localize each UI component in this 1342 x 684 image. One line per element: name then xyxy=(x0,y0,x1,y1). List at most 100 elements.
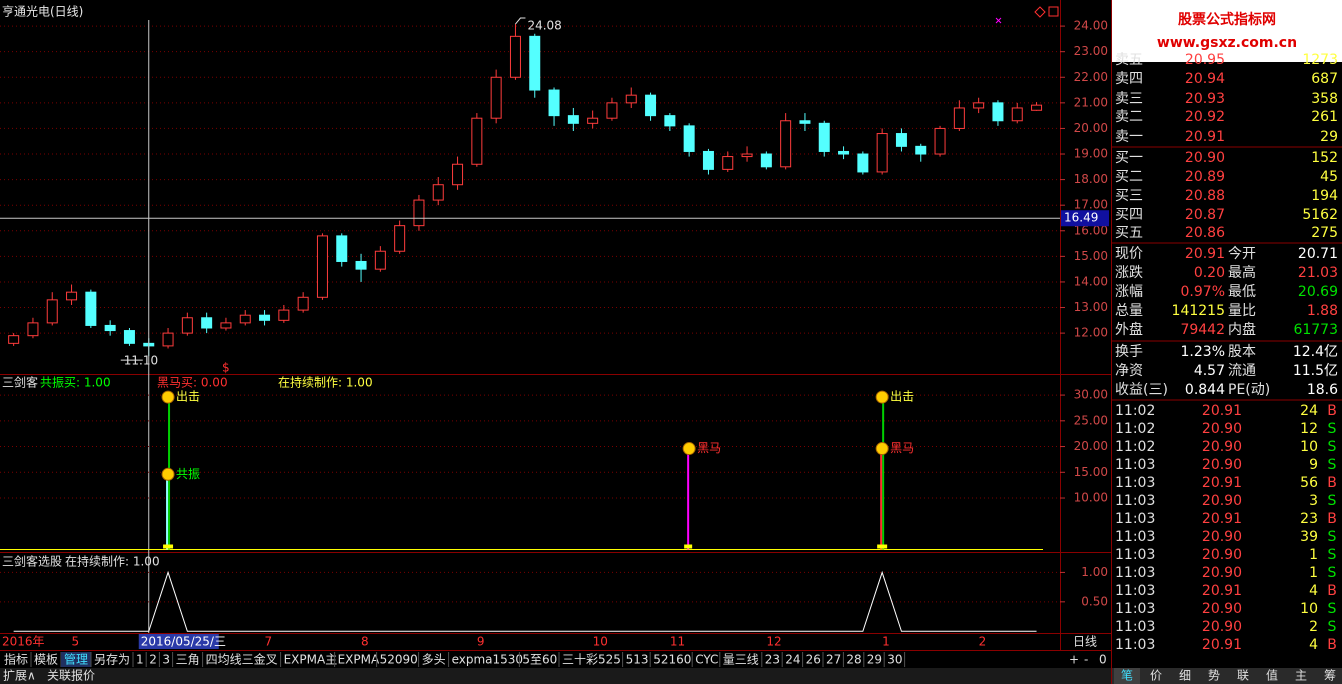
stat-label: 最低 xyxy=(1228,284,1256,300)
trade-price: 20.90 xyxy=(1202,601,1242,617)
book-volume: 152 xyxy=(1311,150,1338,166)
toolbar-item[interactable]: 52160 xyxy=(653,653,691,667)
bottom-tab[interactable]: 关联报价 xyxy=(47,668,95,683)
toolbar-item[interactable]: 三角 xyxy=(176,653,200,667)
side-tab[interactable]: 势 xyxy=(1208,669,1220,683)
trade-side: B xyxy=(1327,511,1337,527)
icon-diamond[interactable] xyxy=(1034,6,1046,18)
toolbar-item[interactable]: 三十彩525 xyxy=(562,653,621,667)
candle-body xyxy=(394,225,406,252)
stat-label: 净资 xyxy=(1115,363,1143,379)
toolbar-item[interactable]: 513 xyxy=(626,653,649,667)
bottom-tab[interactable]: 扩展∧ xyxy=(3,669,36,683)
toolbar-item[interactable]: 5至60 xyxy=(522,653,557,667)
signal-coin xyxy=(875,442,889,456)
toolbar-item[interactable]: EXPMA主 xyxy=(284,653,338,667)
toolbar-item[interactable]: 23 xyxy=(765,653,780,667)
icon-square[interactable] xyxy=(1048,6,1059,17)
y-tick-label: 12.00 xyxy=(1074,326,1108,340)
toolbar-item[interactable]: expma1530 xyxy=(452,653,523,667)
side-tab[interactable]: 细 xyxy=(1179,669,1191,683)
book-label: 买二 xyxy=(1115,169,1143,185)
toolbar-item[interactable]: 24 xyxy=(785,653,800,667)
candle-body xyxy=(239,314,251,324)
trade-time: 11:03 xyxy=(1115,547,1155,563)
trade-side: B xyxy=(1327,403,1337,419)
stat-label: 流通 xyxy=(1228,363,1256,379)
trade-volume: 10 xyxy=(1300,439,1318,455)
y-tick-label: 16.00 xyxy=(1074,223,1108,237)
candle-body xyxy=(413,199,425,227)
trade-time: 11:02 xyxy=(1115,439,1155,455)
stat-value: 11.5亿 xyxy=(1293,363,1338,379)
side-tab[interactable]: 筹 xyxy=(1324,669,1336,683)
zoom-button[interactable]: + xyxy=(1069,653,1079,667)
side-tab[interactable]: 值 xyxy=(1266,668,1278,683)
candle-body xyxy=(741,153,753,158)
x-tick-label: 11 xyxy=(670,635,685,649)
period-label[interactable]: 日线 xyxy=(1073,635,1097,649)
toolbar-item[interactable]: 2 xyxy=(149,653,157,667)
candle-body xyxy=(46,299,58,324)
side-tab[interactable]: 价 xyxy=(1150,669,1162,683)
candle-body xyxy=(278,309,290,321)
candle-body xyxy=(471,117,483,165)
trade-price: 20.90 xyxy=(1202,529,1242,545)
trade-price: 20.90 xyxy=(1202,547,1242,563)
book-price: 20.95 xyxy=(1185,52,1225,68)
toolbar-item[interactable]: 28 xyxy=(846,653,861,667)
book-price: 20.92 xyxy=(1185,109,1225,125)
candle-body xyxy=(876,133,888,173)
panel-header: 三剑客 xyxy=(2,375,38,390)
side-tab[interactable]: 联 xyxy=(1237,669,1249,683)
signal-label: 黑马 xyxy=(697,441,721,455)
x-tick-label: 9 xyxy=(477,635,485,649)
x-year-label: 2016年 xyxy=(2,635,45,649)
toolbar-item[interactable]: 管理 xyxy=(64,652,88,667)
toolbar-item[interactable]: EXPMA xyxy=(338,653,380,667)
toolbar-item[interactable]: 52090 xyxy=(380,653,418,667)
toolbar-item[interactable]: 指标 xyxy=(4,652,28,667)
y-tick-label: 15.00 xyxy=(1074,465,1108,479)
book-volume: 29 xyxy=(1320,129,1338,145)
stat-label: 现价 xyxy=(1115,246,1143,262)
trade-volume: 1 xyxy=(1309,565,1318,581)
toolbar-item[interactable]: 1 xyxy=(136,653,144,667)
side-tab[interactable]: 笔 xyxy=(1121,668,1133,683)
stat-value: 79442 xyxy=(1180,322,1225,338)
x-tick-label: 8 xyxy=(361,635,369,649)
stat-value: 21.03 xyxy=(1298,265,1338,281)
book-price: 20.88 xyxy=(1185,188,1225,204)
book-label: 卖五 xyxy=(1115,52,1143,68)
candle-body xyxy=(1011,107,1023,122)
toolbar-item[interactable]: 26 xyxy=(806,653,821,667)
toolbar-item[interactable]: 多头 xyxy=(422,653,446,667)
signal-coin xyxy=(161,390,175,404)
toolbar-item[interactable]: 3 xyxy=(162,653,170,667)
toolbar-item[interactable]: 29 xyxy=(867,653,882,667)
logo-bg xyxy=(1112,0,1342,50)
toolbar-item[interactable]: 模板 xyxy=(34,653,58,667)
stat-value: 141215 xyxy=(1172,303,1225,319)
stat-value: 4.57 xyxy=(1194,363,1225,379)
stat-label: 换手 xyxy=(1115,343,1143,360)
book-volume: 275 xyxy=(1311,225,1338,241)
y-tick-label: 0.50 xyxy=(1081,594,1108,608)
y-tick-label: 13.00 xyxy=(1074,300,1108,314)
book-price: 20.87 xyxy=(1185,207,1225,223)
book-volume: 687 xyxy=(1311,71,1338,87)
trade-volume: 3 xyxy=(1309,493,1318,509)
zoom-button[interactable]: 0 xyxy=(1099,653,1107,667)
toolbar-item[interactable]: 四均线三金叉 xyxy=(206,652,278,667)
stat-value: 20.71 xyxy=(1298,246,1338,262)
frame xyxy=(0,0,1112,684)
side-tab[interactable]: 主 xyxy=(1295,669,1307,683)
zoom-button[interactable]: - xyxy=(1084,653,1088,667)
toolbar-item[interactable]: 另存为 xyxy=(94,653,130,667)
toolbar-item[interactable]: CYC xyxy=(695,653,718,667)
candle-body xyxy=(162,332,174,347)
toolbar-item[interactable]: 量三线 xyxy=(723,653,759,667)
toolbar-item[interactable]: 27 xyxy=(826,653,841,667)
toolbar-item[interactable]: 30 xyxy=(887,653,902,667)
y-tick-label: 25.00 xyxy=(1074,413,1108,427)
